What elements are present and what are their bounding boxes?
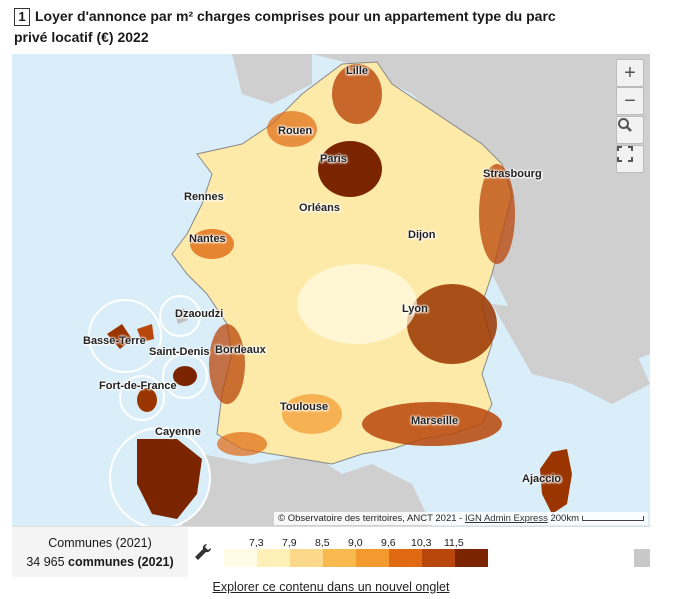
legend-threshold: 11,5 (444, 537, 464, 549)
legend-swatch (224, 549, 257, 567)
fullscreen-button[interactable] (616, 145, 644, 173)
legend-color-scale (224, 549, 488, 567)
city-label: Rennes (184, 191, 224, 203)
legend-swatch (455, 549, 488, 567)
city-label: Fort-de-France (99, 380, 177, 392)
figure-number: 1 (14, 8, 30, 26)
city-label: Basse-Terre (83, 335, 146, 347)
guyane (137, 439, 202, 519)
legend-threshold: 7,3 (249, 537, 264, 549)
attribution-text: © Observatoire des territoires, ANCT 202… (278, 513, 465, 524)
city-label: Toulouse (280, 401, 329, 413)
legend-unit: Communes (2021) (48, 536, 152, 550)
scale-bar (582, 515, 644, 521)
city-label: Rouen (278, 125, 313, 137)
legend-swatch (323, 549, 356, 567)
title-text: Loyer d'annonce par m² charges comprises… (14, 8, 556, 45)
city-label: Strasbourg (483, 168, 542, 180)
uk (232, 54, 312, 104)
map-attribution: © Observatoire des territoires, ANCT 202… (274, 512, 648, 525)
legend-swatch (290, 549, 323, 567)
legend-swatch (389, 549, 422, 567)
map-canvas (88, 54, 650, 526)
wrench-icon[interactable] (194, 543, 212, 561)
legend-summary: Communes (2021) 34 965 communes (2021) (12, 527, 188, 577)
legend-threshold: 9,6 (381, 537, 396, 549)
legend-bar: Communes (2021) 34 965 communes (2021) 7… (12, 526, 650, 577)
city-label: Cayenne (155, 426, 201, 438)
search-icon (618, 118, 632, 132)
neighbour-countries (312, 54, 650, 384)
legend-threshold: 7,9 (282, 537, 297, 549)
legend-count: 34 965 (26, 555, 65, 569)
zoom-in-button[interactable]: + (616, 59, 644, 87)
corsica (540, 449, 572, 514)
search-button[interactable] (616, 116, 644, 144)
italy-north (492, 304, 650, 404)
legend-swatch (422, 549, 455, 567)
legend-swatch (356, 549, 389, 567)
city-label: Orléans (299, 202, 340, 214)
city-label: Lyon (402, 303, 428, 315)
city-label: Paris (320, 153, 347, 165)
fullscreen-icon (617, 146, 633, 162)
scale-label: 200km (550, 513, 579, 524)
legend-threshold: 10,3 (411, 537, 432, 549)
legend-count-line: 34 965 communes (2021) (12, 555, 188, 569)
map-title: 1 Loyer d'annonce par m² charges comprise… (14, 6, 574, 48)
city-label: Bordeaux (215, 344, 266, 356)
city-label: Nantes (189, 233, 226, 245)
city-label: Lille (346, 65, 369, 77)
explore-link[interactable]: Explorer ce contenu dans un nouvel ongle… (212, 580, 450, 594)
city-label: Ajaccio (522, 473, 562, 485)
zoom-out-button[interactable]: − (616, 87, 644, 115)
spain (182, 454, 432, 526)
city-label: Saint-Denis (149, 346, 210, 358)
ign-link[interactable]: IGN Admin Express (464, 513, 548, 524)
city-label: Marseille (411, 415, 459, 427)
city-label: Dijon (408, 229, 436, 241)
city-label: Dzaoudzi (175, 308, 224, 320)
choropleth-map[interactable]: Lille Rouen Paris Strasbourg Rennes Orlé… (12, 54, 650, 526)
legend-swatch (257, 549, 290, 567)
legend-threshold: 8,5 (315, 537, 330, 549)
legend-count-suffix: communes (2021) (68, 555, 174, 569)
legend-nodata-swatch (634, 549, 650, 567)
legend-threshold: 9,0 (348, 537, 363, 549)
